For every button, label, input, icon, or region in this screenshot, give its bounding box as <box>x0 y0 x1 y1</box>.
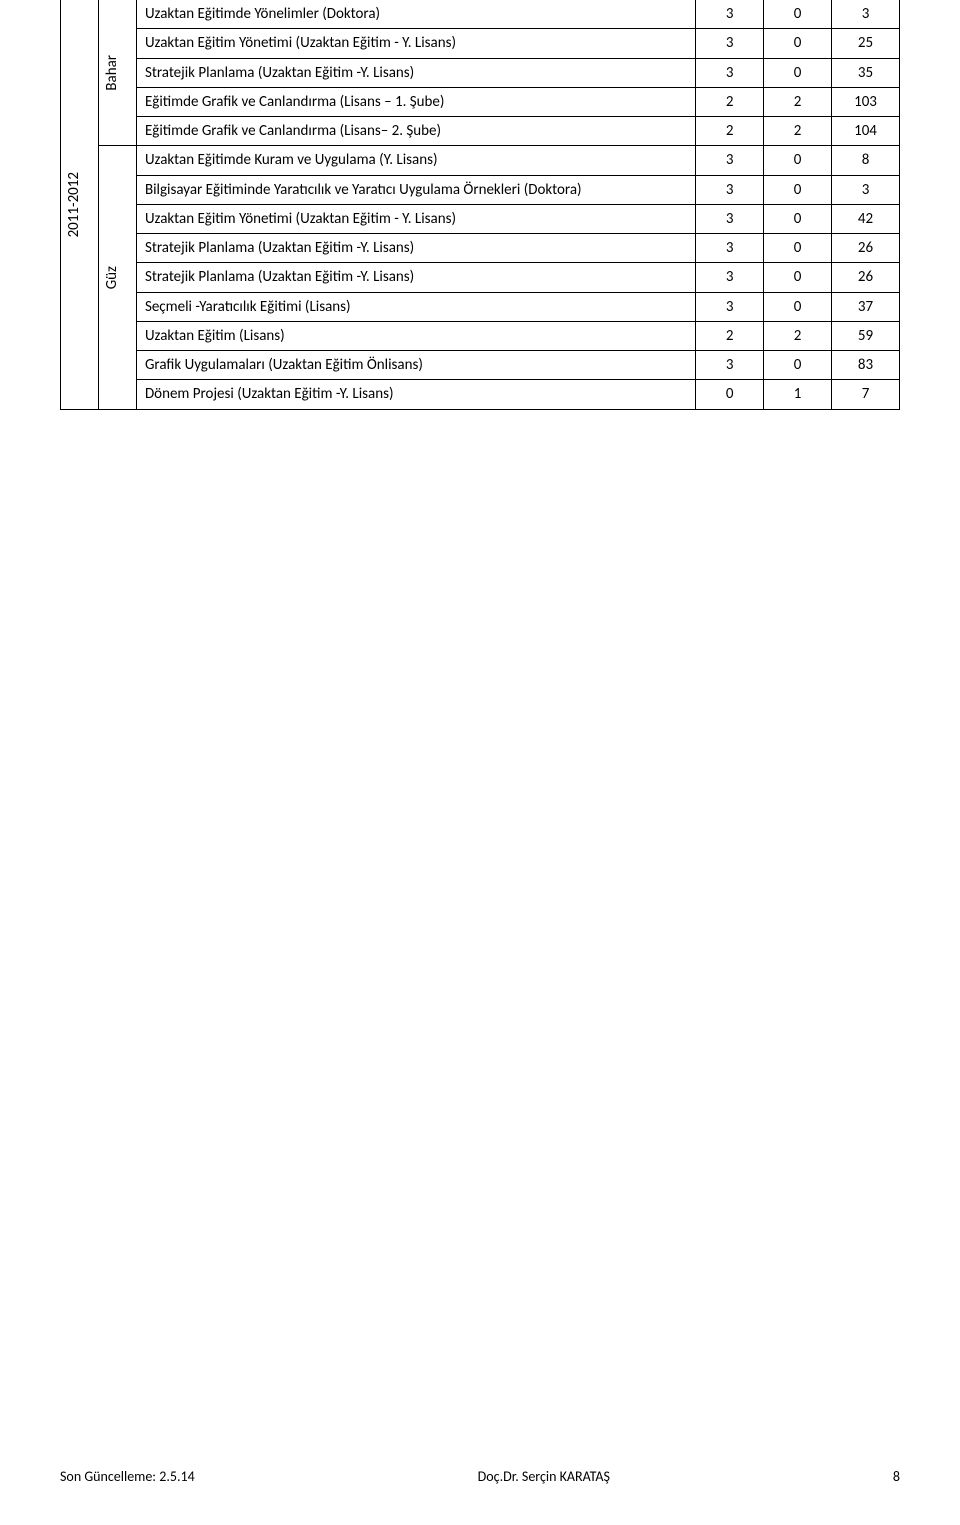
course-name-cell: Grafik Uygulamaları (Uzaktan Eğitim Önli… <box>136 351 695 380</box>
course-col3-cell: 3 <box>832 175 900 204</box>
course-col3-cell: 3 <box>832 0 900 29</box>
table-row: Uzaktan Eğitim Yönetimi (Uzaktan Eğitim … <box>61 29 900 58</box>
footer-left: Son Güncelleme: 2.5.14 <box>60 1468 195 1485</box>
table-row: Eğitimde Grafik ve Canlandırma (Lisans– … <box>61 117 900 146</box>
course-col1-cell: 2 <box>696 117 764 146</box>
table-row: 2011-2012 Bahar Uzaktan Eğitimde Yönelim… <box>61 0 900 29</box>
course-col3-cell: 25 <box>832 29 900 58</box>
course-col1-cell: 3 <box>696 29 764 58</box>
course-name-cell: Dönem Projesi (Uzaktan Eğitim -Y. Lisans… <box>136 380 695 409</box>
semester-bahar-label: Bahar <box>99 45 125 101</box>
course-col1-cell: 2 <box>696 87 764 116</box>
course-col1-cell: 3 <box>696 292 764 321</box>
course-col2-cell: 2 <box>764 321 832 350</box>
course-col2-cell: 2 <box>764 87 832 116</box>
course-col2-cell: 0 <box>764 58 832 87</box>
course-col1-cell: 3 <box>696 58 764 87</box>
course-col2-cell: 0 <box>764 146 832 175</box>
course-col1-cell: 3 <box>696 204 764 233</box>
course-col3-cell: 59 <box>832 321 900 350</box>
course-name-cell: Uzaktan Eğitimde Kuram ve Uygulama (Y. L… <box>136 146 695 175</box>
course-col3-cell: 8 <box>832 146 900 175</box>
course-name-cell: Eğitimde Grafik ve Canlandırma (Lisans– … <box>136 117 695 146</box>
semester-guz-label: Güz <box>99 256 125 299</box>
course-name-cell: Uzaktan Eğitim (Lisans) <box>136 321 695 350</box>
table-row: Stratejik Planlama (Uzaktan Eğitim -Y. L… <box>61 263 900 292</box>
course-col1-cell: 3 <box>696 263 764 292</box>
course-col2-cell: 0 <box>764 292 832 321</box>
course-col1-cell: 0 <box>696 380 764 409</box>
table-row: Stratejik Planlama (Uzaktan Eğitim -Y. L… <box>61 58 900 87</box>
table-row: Uzaktan Eğitim Yönetimi (Uzaktan Eğitim … <box>61 204 900 233</box>
year-cell: 2011-2012 <box>61 0 99 409</box>
course-col2-cell: 0 <box>764 351 832 380</box>
course-name-cell: Uzaktan Eğitim Yönetimi (Uzaktan Eğitim … <box>136 204 695 233</box>
semester-bahar-cell: Bahar <box>98 0 136 146</box>
course-col3-cell: 26 <box>832 263 900 292</box>
footer-center: Doç.Dr. Serçin KARATAŞ <box>478 1468 610 1485</box>
course-name-cell: Stratejik Planlama (Uzaktan Eğitim -Y. L… <box>136 263 695 292</box>
course-col1-cell: 3 <box>696 234 764 263</box>
table-row: Güz Uzaktan Eğitimde Kuram ve Uygulama (… <box>61 146 900 175</box>
course-col3-cell: 7 <box>832 380 900 409</box>
course-col1-cell: 3 <box>696 0 764 29</box>
course-name-cell: Stratejik Planlama (Uzaktan Eğitim -Y. L… <box>136 58 695 87</box>
course-col1-cell: 3 <box>696 175 764 204</box>
course-col3-cell: 37 <box>832 292 900 321</box>
page-footer: Son Güncelleme: 2.5.14 Doç.Dr. Serçin KA… <box>60 1468 900 1485</box>
table-row: Seçmeli -Yaratıcılık Eğitimi (Lisans) 3 … <box>61 292 900 321</box>
course-col2-cell: 0 <box>764 263 832 292</box>
footer-right: 8 <box>893 1468 900 1485</box>
table-row: Eğitimde Grafik ve Canlandırma (Lisans –… <box>61 87 900 116</box>
table-row: Stratejik Planlama (Uzaktan Eğitim -Y. L… <box>61 234 900 263</box>
table-row: Bilgisayar Eğitiminde Yaratıcılık ve Yar… <box>61 175 900 204</box>
course-name-cell: Bilgisayar Eğitiminde Yaratıcılık ve Yar… <box>136 175 695 204</box>
course-col3-cell: 42 <box>832 204 900 233</box>
course-name-cell: Eğitimde Grafik ve Canlandırma (Lisans –… <box>136 87 695 116</box>
course-col2-cell: 0 <box>764 234 832 263</box>
course-col2-cell: 0 <box>764 29 832 58</box>
course-name-cell: Seçmeli -Yaratıcılık Eğitimi (Lisans) <box>136 292 695 321</box>
course-col2-cell: 0 <box>764 204 832 233</box>
course-col2-cell: 1 <box>764 380 832 409</box>
table-row: Uzaktan Eğitim (Lisans) 2 2 59 <box>61 321 900 350</box>
table-row: Dönem Projesi (Uzaktan Eğitim -Y. Lisans… <box>61 380 900 409</box>
semester-guz-cell: Güz <box>98 146 136 409</box>
course-col2-cell: 0 <box>764 0 832 29</box>
course-name-cell: Uzaktan Eğitim Yönetimi (Uzaktan Eğitim … <box>136 29 695 58</box>
course-col3-cell: 83 <box>832 351 900 380</box>
course-col1-cell: 3 <box>696 351 764 380</box>
course-col1-cell: 3 <box>696 146 764 175</box>
course-col2-cell: 2 <box>764 117 832 146</box>
course-col3-cell: 26 <box>832 234 900 263</box>
table-row: Grafik Uygulamaları (Uzaktan Eğitim Önli… <box>61 351 900 380</box>
course-name-cell: Stratejik Planlama (Uzaktan Eğitim -Y. L… <box>136 234 695 263</box>
course-col3-cell: 35 <box>832 58 900 87</box>
course-col2-cell: 0 <box>764 175 832 204</box>
course-name-cell: Uzaktan Eğitimde Yönelimler (Doktora) <box>136 0 695 29</box>
course-table: 2011-2012 Bahar Uzaktan Eğitimde Yönelim… <box>60 0 900 410</box>
course-col1-cell: 2 <box>696 321 764 350</box>
year-label: 2011-2012 <box>61 162 87 247</box>
course-col3-cell: 104 <box>832 117 900 146</box>
course-col3-cell: 103 <box>832 87 900 116</box>
